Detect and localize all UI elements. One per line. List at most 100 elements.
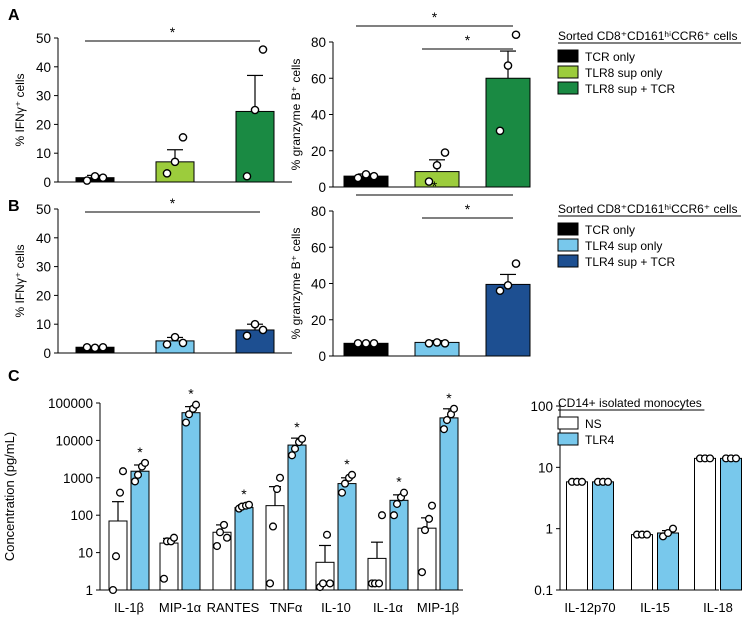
y-tick-label: 100 [70,508,93,523]
y-tick-label: 50 [36,31,51,46]
data-point [170,157,180,167]
data-point [169,533,179,542]
data-point [440,339,450,348]
legend-swatch [557,65,579,79]
legend-label: TLR4 sup + TCR [585,255,675,269]
data-point [361,339,371,348]
panel-label-a: A [8,7,20,24]
significance-star: * [465,32,471,48]
data-point [424,339,434,348]
bar [337,483,357,591]
y-tick-label: 20 [311,313,326,328]
legend-swatch [557,222,579,236]
y-tick-label: 20 [36,117,51,132]
y-tick-label: 10 [36,146,51,161]
data-point [374,579,384,588]
data-point [432,338,442,347]
y-tick-label: 50 [36,202,51,217]
data-point [337,488,347,497]
y-axis-label: % granzyme B⁺ cells [289,59,303,171]
data-point [389,511,399,520]
bar [485,283,531,357]
y-tick-label: 20 [311,144,326,159]
data-point [503,61,513,70]
y-axis-label: Concentration (pg/mL) [2,432,17,561]
panel-label-b: B [8,198,20,215]
bar [130,470,150,591]
chart-a-ifng: 0 10 20 30 40 50 % IFNγ⁺ cells * [13,24,292,190]
significance-star: * [170,195,176,211]
data-point [663,528,673,538]
data-point [449,404,459,413]
bar [566,481,588,591]
y-axis-label: % IFNγ⁺ cells [13,244,27,317]
data-point [495,286,505,296]
y-tick-label: 10 [78,546,93,561]
data-point [82,176,92,185]
data-point [170,332,180,342]
chart-c-cytokines: 1 10 100 1000 10000 100000 Concentration (pg/m… [2,386,463,615]
chart-b-granzyme: 0 20 40 60 80 % granzyme B⁺ cells * * [289,178,531,364]
data-point [511,259,521,268]
data-point [369,171,379,181]
data-point [668,524,678,533]
data-point [340,479,350,488]
legend-label: TCR only [585,50,635,64]
bar [287,444,307,591]
data-point [577,477,587,486]
data-point [272,485,282,494]
data-point [377,511,387,520]
chart-b-ifng: 0 10 20 30 40 50 % IFNγ⁺ cells * [13,195,292,361]
data-point [361,170,371,179]
data-point [322,530,332,539]
bar [235,110,275,183]
y-tick-label: 10 [36,317,51,332]
legend-title: Sorted CD8⁺CD161ʰⁱCCR6⁺ cells [558,202,737,216]
category-label: MIP-1β [417,600,459,615]
bar [592,481,614,591]
legend-label: TLR4 sup only [585,239,662,253]
legend-swatch [557,49,579,63]
significance-star: * [344,456,350,472]
data-point [250,105,260,115]
data-point [440,148,450,157]
significance-star: * [432,178,438,194]
data-point [219,520,229,529]
bar [417,527,437,591]
data-point [432,160,442,170]
y-tick-label: 0.1 [534,583,553,598]
y-tick-label: 0 [43,175,51,190]
significance-star: * [188,386,194,402]
y-tick-label: 0 [43,346,51,361]
significance-star: * [294,419,300,435]
data-point [424,177,434,186]
data-point [140,458,150,467]
significance-star: * [241,486,247,502]
y-tick-label: 1000 [63,471,93,486]
significance-star: * [396,474,402,490]
data-point [392,499,402,508]
category-label: RANTES [207,600,260,615]
bar [235,329,275,354]
data-point [420,526,430,535]
data-point [90,171,100,181]
legend-title: Sorted CD8⁺CD161ʰⁱCCR6⁺ cells [558,29,737,43]
bar [657,532,679,591]
data-point [268,522,278,531]
data-point [495,126,505,136]
data-point [90,343,100,353]
data-point [244,500,254,509]
legend-swatch [557,254,579,268]
data-point [118,467,128,476]
data-point [184,410,194,419]
y-tick-label: 40 [311,108,326,123]
y-tick-label: 30 [36,260,51,275]
data-point [417,568,427,577]
panel-label-c: C [8,368,20,385]
significance-star: * [465,201,471,217]
data-point [82,342,92,352]
bar [265,505,285,591]
y-tick-label: 100000 [48,396,93,411]
data-point [287,451,297,460]
data-point [212,541,222,551]
